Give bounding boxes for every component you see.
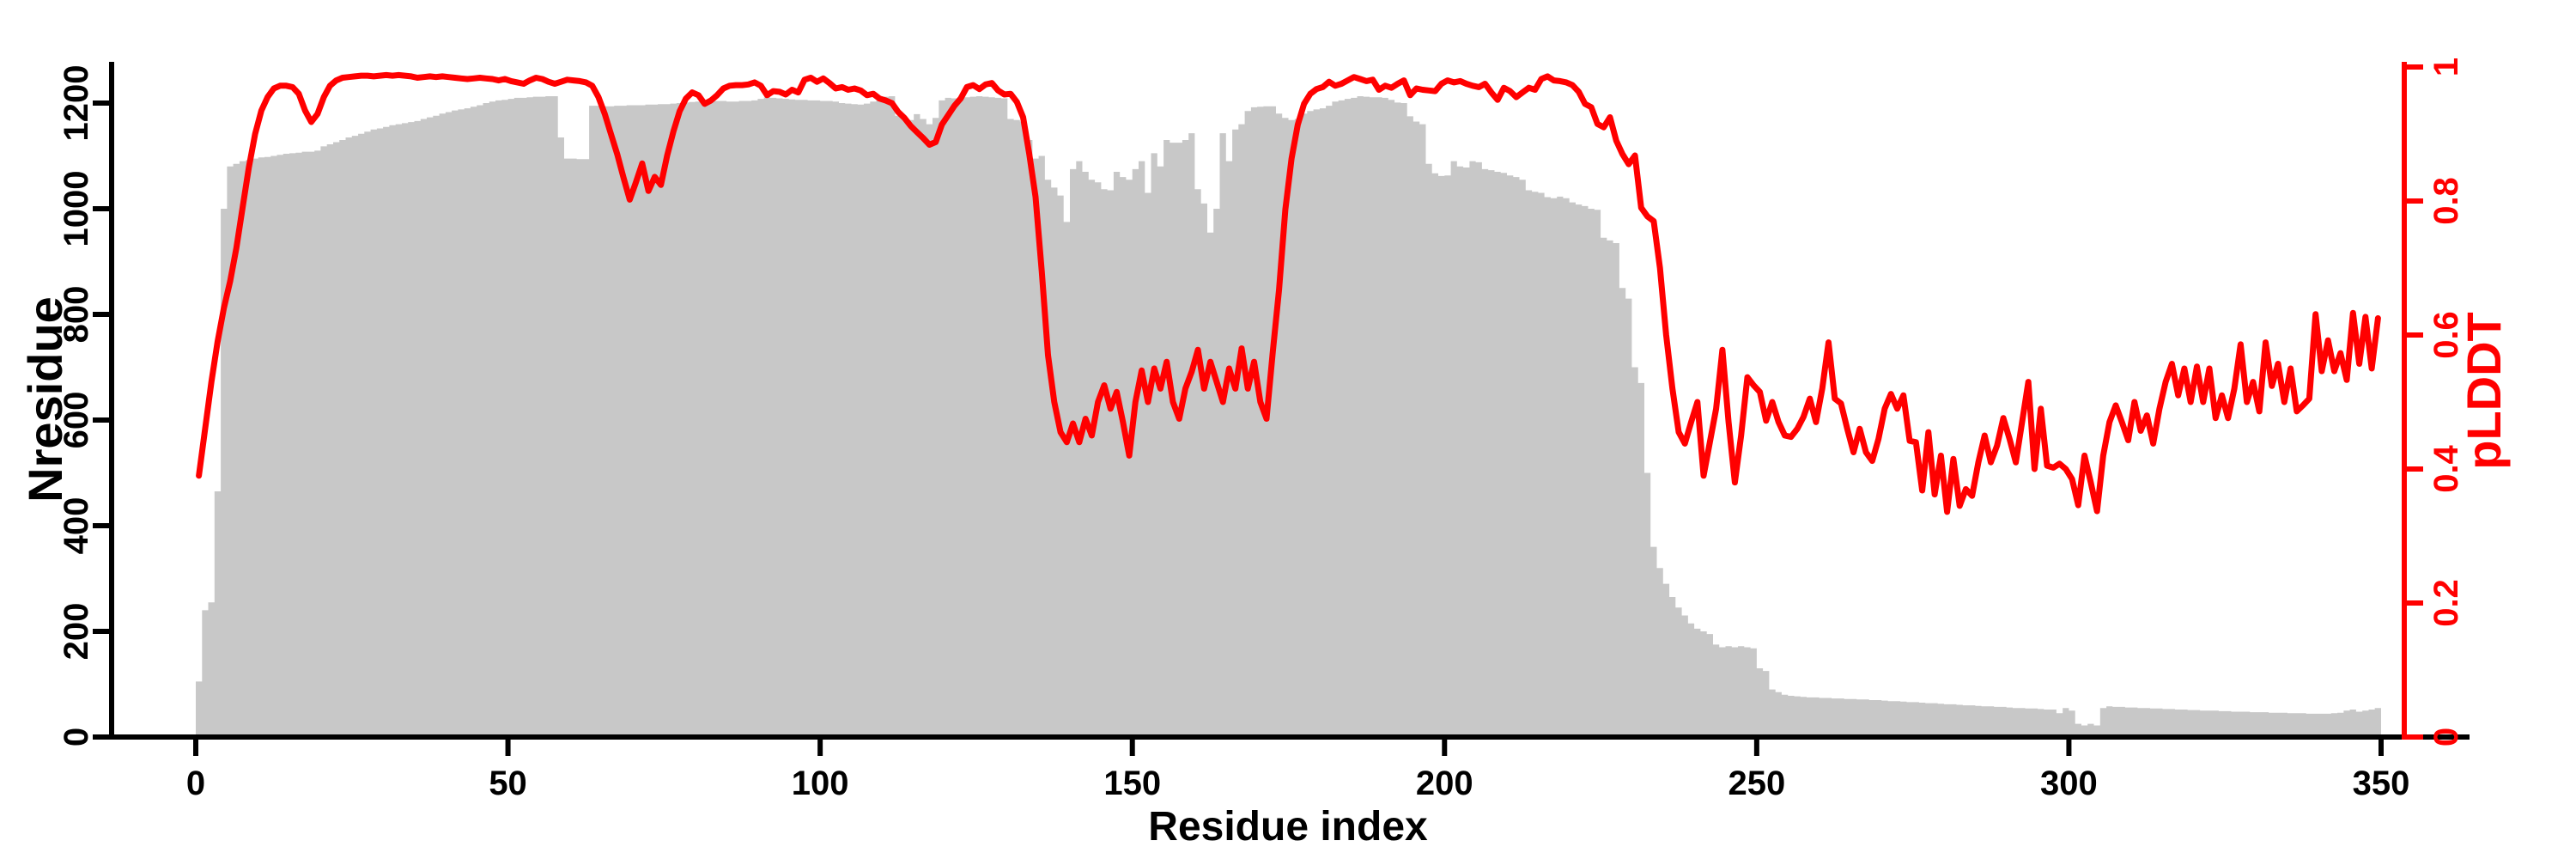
y-right-tick-label: 0.4 [2427,444,2465,492]
y-left-tick-label: 400 [58,497,95,555]
axes [93,62,2470,756]
x-tick-label: 0 [186,765,205,802]
x-tick-label: 200 [1416,765,1473,802]
nresidue-histogram [196,96,2381,737]
nresidue-bars [196,96,2381,737]
plddt-line [196,71,2381,515]
tick-labels: 0 50 100 150 200 250 300 350 0 200 400 600 800 1000 12… [58,58,2465,802]
y-right-tick-label: 0 [2427,728,2465,746]
plddt-curve [196,71,2381,515]
y-axis-title-left: Nresidue [18,296,72,503]
x-tick-label: 250 [1728,765,1785,802]
x-axis-title: Residue index [1148,804,1428,850]
y-right-tick-label: 0.2 [2427,579,2465,627]
y-right-tick-label: 0.6 [2427,311,2465,359]
y-left-tick-label: 200 [58,603,95,661]
x-tick-label: 150 [1103,765,1161,802]
x-tick-label: 350 [2353,765,2410,802]
y-axis-title-right: pLDDT [2457,312,2511,470]
y-right-tick-label: 1 [2427,58,2465,76]
y-left-tick-label: 800 [58,286,95,344]
y-left-tick-label: 1200 [58,65,95,142]
y-left-tick-label: 600 [58,392,95,449]
x-tick-label: 100 [792,765,849,802]
y-right-tick-label: 0.8 [2427,177,2465,225]
y-left-tick-label: 0 [58,728,95,746]
y-left-tick-label: 1000 [58,171,95,247]
x-tick-label: 300 [2040,765,2098,802]
x-tick-label: 50 [489,765,527,802]
